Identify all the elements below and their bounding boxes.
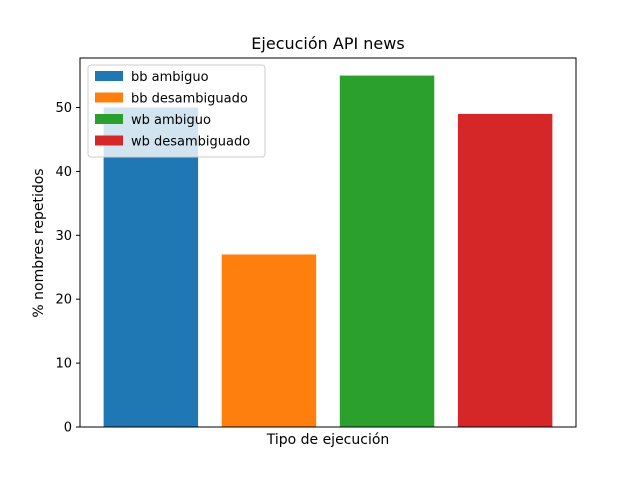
- bar-bb-ambiguo: [103, 107, 199, 428]
- y-tick-label: 0: [64, 421, 72, 436]
- legend-label-wb-ambiguo: wb ambiguo: [131, 113, 211, 128]
- plot-area: [79, 57, 577, 428]
- y-tick-label: 10: [55, 357, 72, 372]
- legend-swatch-bb-ambiguo: [95, 71, 123, 81]
- x-axis-label: Tipo de ejecución: [266, 432, 390, 448]
- legend-label-bb-ambiguo: bb ambiguo: [131, 70, 209, 85]
- legend-swatch-wb-ambiguo: [95, 114, 123, 124]
- bar-bb-desambiguado: [221, 254, 317, 427]
- chart-title: Ejecución API news: [251, 34, 404, 53]
- y-axis: 0 10 20 30 40 50: [55, 101, 80, 436]
- plot-frame: [79, 57, 577, 428]
- bar-wb-ambiguo: [339, 75, 435, 427]
- legend-label-bb-desambiguado: bb desambiguado: [131, 92, 248, 107]
- y-tick-label: 30: [55, 229, 72, 244]
- legend: bb ambiguo bb desambiguado wb ambiguo wb de…: [87, 64, 266, 158]
- y-axis-label: % nombres repetidos: [31, 168, 47, 317]
- legend-swatch-wb-desambiguado: [95, 135, 123, 146]
- legend-swatch-bb-desambiguado: [95, 92, 123, 103]
- legend-label-wb-desambiguado: wb desambiguado: [131, 135, 250, 150]
- bar-wb-desambiguado: [457, 113, 553, 427]
- y-tick-label: 20: [55, 293, 72, 308]
- legend-box: [87, 64, 266, 158]
- y-tick-label: 40: [55, 165, 72, 180]
- y-tick-label: 50: [55, 101, 72, 116]
